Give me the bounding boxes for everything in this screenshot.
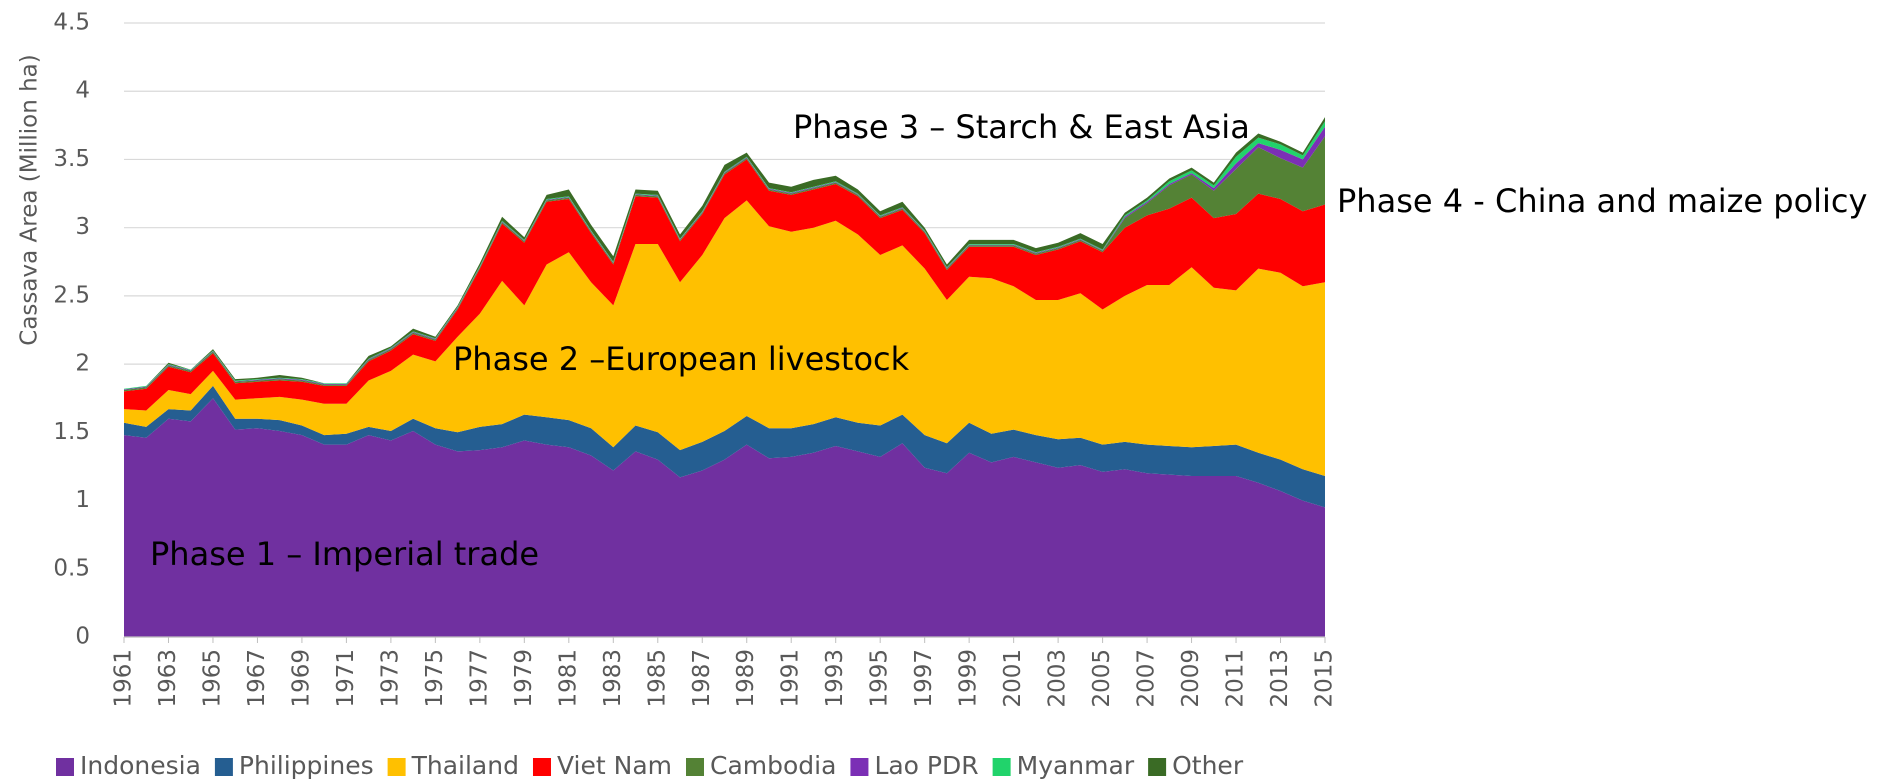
annotation: Phase 2 –European livestock (453, 340, 910, 378)
y-tick-label: 4 (75, 78, 90, 104)
axes: 0 0.5 1 1.5 2 2.5 3 3.5 4 4.5 1961 1963 1965 1967 1969… (53, 10, 1337, 708)
x-tick-label: 1989 (733, 649, 759, 708)
legend-label: Other (1172, 751, 1244, 780)
legend-swatch (1148, 758, 1167, 776)
legend-swatch (686, 758, 704, 776)
annotation: Phase 3 – Starch & East Asia (793, 108, 1250, 146)
y-tick-label: 2 (75, 351, 90, 377)
x-tick-label: 1985 (644, 649, 670, 708)
y-tick-label: 0 (75, 624, 90, 650)
x-tick-label: 1971 (333, 649, 359, 708)
x-tick-label: 1961 (111, 649, 137, 708)
legend-swatch (850, 758, 869, 776)
x-tick-label: 2011 (1223, 649, 1249, 708)
x-tick-label: 2015 (1312, 649, 1338, 708)
legend-swatch (214, 758, 233, 776)
x-tick-label: 2003 (1045, 649, 1071, 708)
x-tick-label: 1997 (911, 649, 937, 708)
legend-swatch (56, 758, 74, 776)
area (124, 117, 1325, 389)
legend-swatch (387, 758, 406, 776)
x-tick-label: 2013 (1267, 649, 1293, 708)
y-tick-label: 4.5 (53, 10, 90, 36)
y-tick-label: 1.5 (53, 419, 90, 445)
x-tick-label: 1967 (244, 649, 270, 708)
x-tick-label: 1979 (511, 649, 537, 708)
x-tick-label: 1999 (956, 649, 982, 708)
x-tick-label: 1991 (778, 649, 804, 708)
x-tick-label: 2001 (1000, 649, 1026, 708)
area (124, 159, 1325, 411)
annotations: Phase 1 – Imperial trade Phase 2 –Europea… (150, 108, 1867, 573)
x-tick-label: 1983 (600, 649, 626, 708)
areas (124, 117, 1325, 637)
y-tick-label: 0.5 (53, 555, 90, 581)
y-axis-label: Cassava Area (Million ha) (17, 54, 43, 345)
legend-label: Lao PDR (874, 751, 978, 780)
annotation: Phase 4 - China and maize policy (1337, 182, 1867, 220)
x-tick-label: 1993 (822, 649, 848, 708)
y-tick-label: 3 (75, 214, 90, 240)
x-tick-label: 1973 (377, 649, 403, 708)
x-tick-label: 1981 (555, 649, 581, 708)
area (124, 398, 1325, 637)
legend-label: Cambodia (710, 751, 836, 780)
x-tick-label: 2009 (1178, 649, 1204, 708)
y-tick-label: 3.5 (53, 146, 90, 172)
x-tick-label: 1969 (288, 649, 314, 708)
annotation: Phase 1 – Imperial trade (150, 535, 539, 573)
x-tick-label: 1963 (155, 649, 181, 708)
legend-label: Philippines (239, 751, 374, 780)
x-tick-label: 1977 (466, 649, 492, 708)
legend-label: Viet Nam (557, 751, 672, 780)
y-tick-label: 2.5 (53, 282, 90, 308)
x-tick-label: 1965 (199, 649, 225, 708)
x-tick-label: 2007 (1134, 649, 1160, 708)
legend-label: Indonesia (80, 751, 201, 780)
legend-label: Thailand (411, 751, 519, 780)
area (124, 385, 1325, 508)
y-tick-label: 1 (75, 487, 90, 513)
area (124, 200, 1325, 476)
legend-label: Myanmar (1017, 751, 1135, 780)
x-tick-label: 1975 (422, 649, 448, 708)
x-tick-label: 1987 (689, 649, 715, 708)
x-tick-label: 2005 (1089, 649, 1115, 708)
legend: Indonesia Philippines Thailand Viet Nam Camb… (56, 751, 1244, 780)
x-tick-label: 1995 (867, 649, 893, 708)
legend-swatch (992, 758, 1011, 776)
legend-swatch (532, 758, 551, 776)
